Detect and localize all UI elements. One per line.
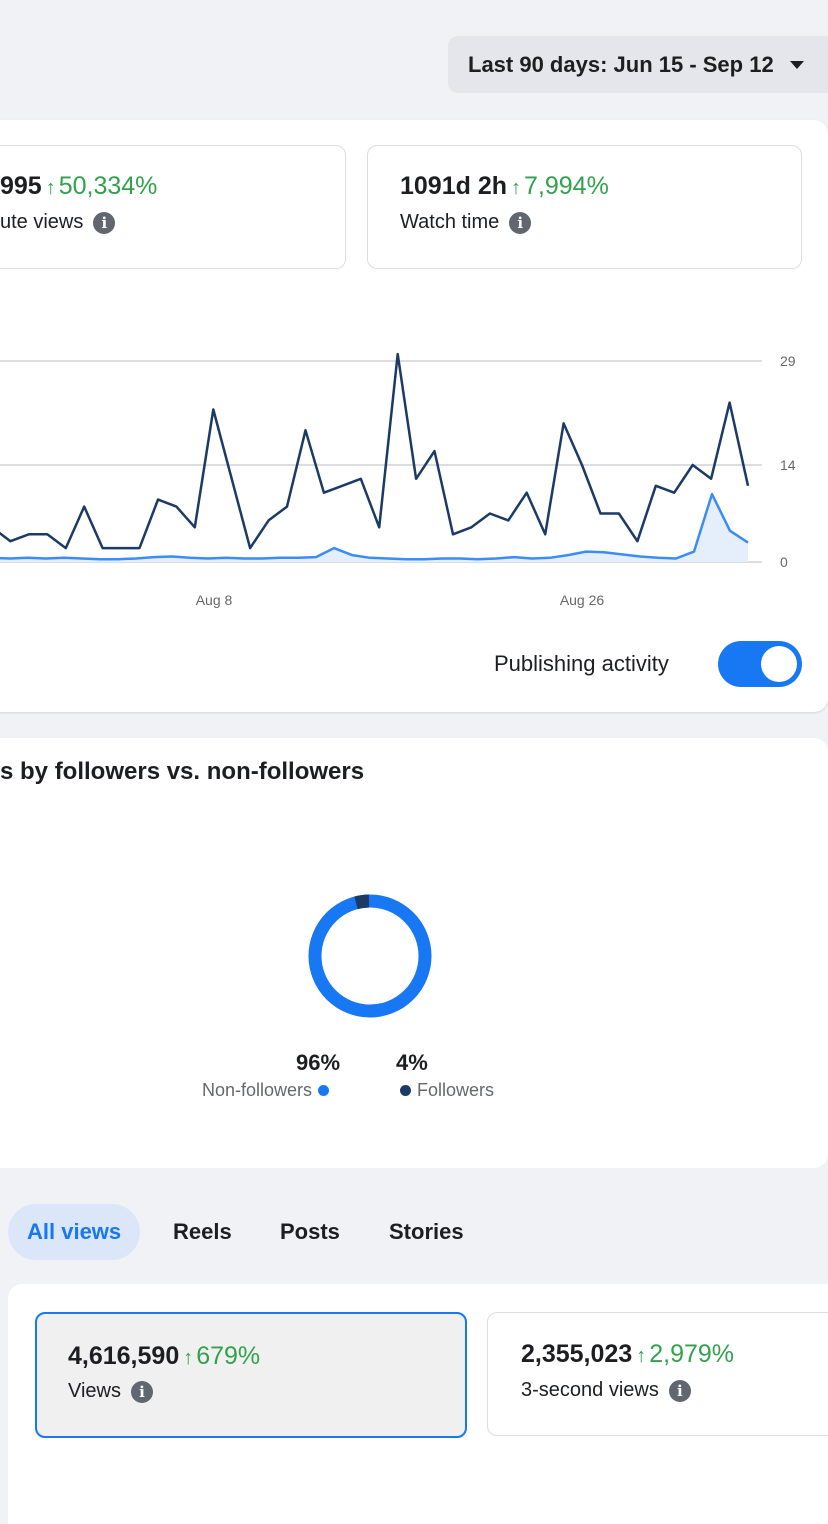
publishing-activity-toggle[interactable]	[718, 641, 802, 687]
publishing-activity-label: Publishing activity	[494, 651, 669, 676]
metric-card-watch-time[interactable]	[367, 145, 802, 269]
non-followers-percent: 96%	[296, 1050, 341, 1075]
up-arrow-icon: ↑	[45, 177, 56, 199]
legend-dot	[400, 1085, 411, 1096]
tab-posts[interactable]: Posts	[280, 1219, 340, 1244]
metric-card-views[interactable]	[0, 145, 346, 269]
up-arrow-icon: ↑	[636, 1345, 647, 1367]
donut-slice-non-followers	[308, 894, 432, 1018]
metric-value: 1091d 2h ↑ 7,994%	[400, 172, 609, 200]
x-tick-label: Aug 26	[560, 592, 605, 608]
line-chart: 0 14 29 Aug 8 Aug 26	[0, 352, 796, 608]
legend-followers: Followers	[400, 1080, 494, 1101]
y-tick-label: 29	[780, 353, 796, 369]
date-range-label: Last 90 days: Jun 15 - Sep 12	[468, 51, 774, 77]
donut-slice-followers	[354, 894, 370, 910]
x-tick-label: Aug 8	[196, 592, 233, 608]
metric-label: Watch time i	[400, 211, 532, 234]
y-tick-label: 0	[780, 554, 788, 570]
date-range-button[interactable]: Last 90 days: Jun 15 - Sep 12	[448, 36, 828, 93]
metric-card-views-selected[interactable]	[35, 1312, 467, 1438]
up-arrow-icon: ↑	[511, 177, 522, 199]
followers-card	[0, 738, 828, 1168]
followers-percent: 4%	[396, 1050, 428, 1075]
metric-card-3-second-views[interactable]	[487, 1312, 828, 1436]
series-line-secondary	[0, 492, 749, 561]
metric-label: Views i	[68, 1380, 153, 1403]
donut-chart	[308, 894, 432, 1018]
followers-card-title: s by followers vs. non-followers	[0, 758, 365, 785]
metric-change: ↑ 50,334%	[45, 172, 158, 200]
y-tick-label: 14	[780, 457, 796, 473]
metric-label: 3-second views i	[521, 1379, 691, 1402]
caret-down-icon	[789, 60, 804, 69]
toggle-knob	[761, 646, 797, 682]
legend-label: Non-followers	[202, 1080, 313, 1100]
series-line-primary	[0, 352, 750, 550]
info-icon[interactable]: i	[93, 211, 116, 234]
metric-value: 4,616,590 ↑ 679%	[68, 1342, 261, 1370]
metric-change: ↑ 2,979%	[636, 1340, 735, 1368]
info-icon[interactable]: i	[668, 1379, 691, 1402]
legend-dot	[318, 1085, 330, 1096]
info-icon[interactable]: i	[131, 1380, 153, 1403]
tab-reels[interactable]: Reels	[173, 1219, 232, 1244]
metric-value: 995 ↑ 50,334%	[0, 172, 158, 200]
tab-stories[interactable]: Stories	[389, 1219, 464, 1244]
metric-change: ↑ 7,994%	[511, 172, 609, 200]
legend-non-followers: Non-followers	[202, 1080, 330, 1101]
metric-label: ute views i	[0, 211, 116, 234]
metric-value: 2,355,023 ↑ 2,979%	[521, 1340, 735, 1368]
up-arrow-icon: ↑	[183, 1347, 194, 1369]
series-area-fill	[0, 494, 748, 562]
metric-change: ↑ 679%	[183, 1342, 261, 1370]
tab-all-views[interactable]: All views	[8, 1204, 141, 1260]
legend-label: Followers	[417, 1080, 495, 1100]
info-icon[interactable]: i	[509, 211, 532, 234]
